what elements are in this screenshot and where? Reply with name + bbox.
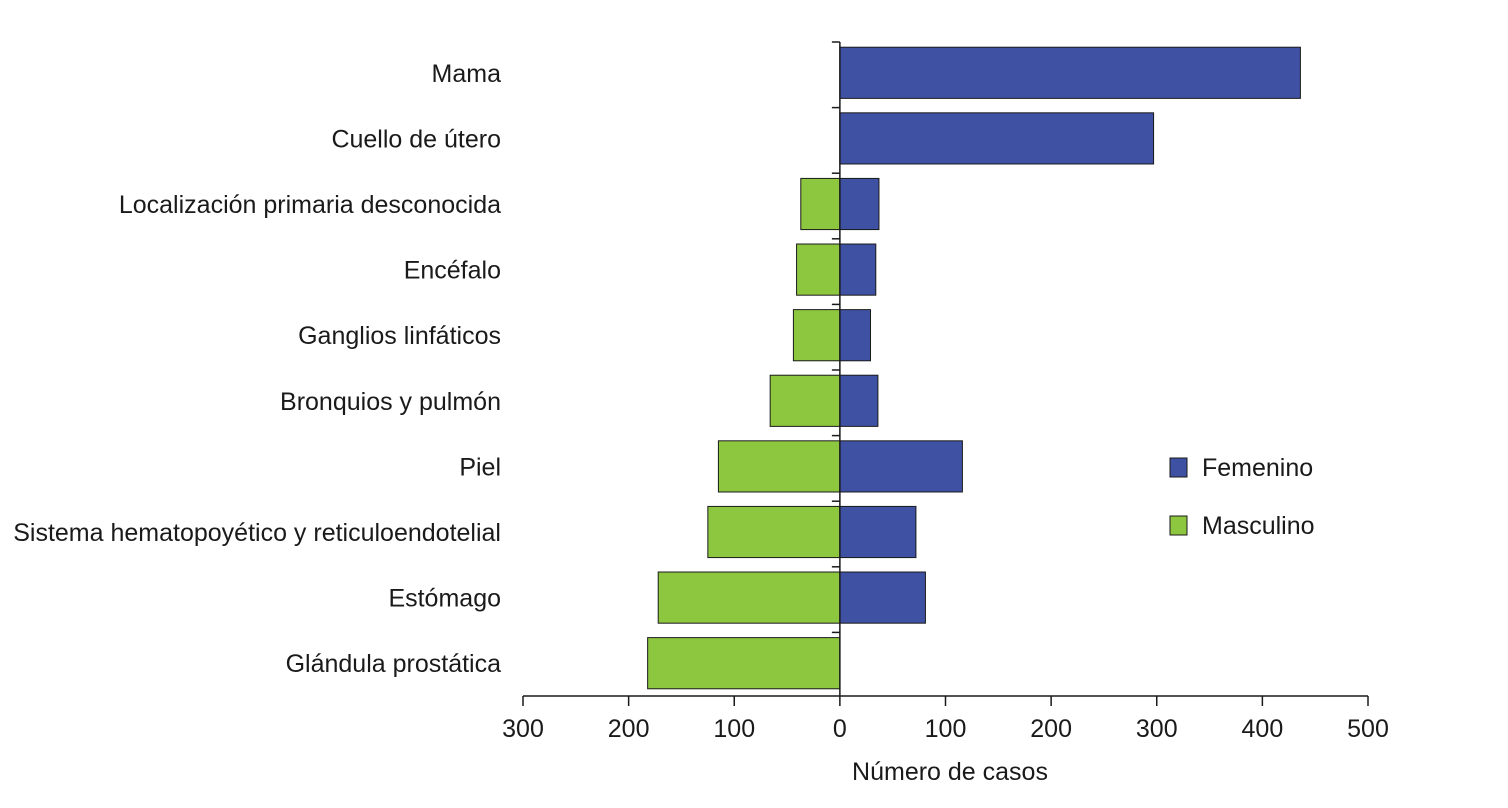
legend-swatch-masculino [1169,515,1188,536]
bar-masculino-4 [796,243,841,296]
x-tick-label: 300 [1136,715,1178,743]
axes: 300 200 100 0 100 200 300 400 500 [502,41,1389,743]
x-axis-title: Número de casos [852,758,1048,786]
category-label: Bronquios y pulmón [280,388,501,416]
bar-femenino-5 [839,309,872,362]
bar-femenino-7 [839,440,963,493]
legend-label-femenino: Femenino [1202,454,1313,482]
bar-masculino-10 [647,637,841,690]
bar-femenino-2 [839,112,1155,165]
x-tick-label: 400 [1242,715,1284,743]
category-label: Ganglios linfáticos [298,322,501,350]
category-label: Piel [459,453,501,481]
bar-masculino-8 [707,505,841,559]
legend-swatch-femenino [1169,457,1188,478]
bar-masculino-7 [717,440,841,493]
category-label: Mama [432,60,502,88]
category-label: Cuello de útero [331,125,501,153]
category-label: Glándula prostática [286,650,502,678]
legend-label-masculino: Masculino [1202,512,1315,540]
bar-masculino-5 [792,309,841,362]
bar-femenino-9 [839,571,926,624]
x-tick-label: 0 [833,715,847,743]
category-label: Estómago [388,585,501,613]
category-label: Localización primaria desconocida [119,191,501,219]
x-tick-label: 200 [1030,715,1072,743]
category-label: Encéfalo [404,257,501,285]
bar-femenino-1 [839,46,1301,99]
x-tick-label: 300 [502,715,544,743]
bar-femenino-8 [839,505,917,559]
x-tick-label: 100 [713,715,755,743]
legend: Femenino Masculino [1169,454,1315,540]
category-label: Sistema hematopoyético y reticuloendotel… [13,519,501,547]
x-tick-label: 500 [1347,715,1389,743]
bar-femenino-6 [839,374,879,427]
bar-masculino-9 [657,571,841,624]
bars-layer [647,46,1301,690]
category-labels: Mama Cuello de útero Localización primaria… [13,60,501,678]
bar-masculino-6 [769,374,841,427]
bar-femenino-3 [839,177,880,231]
x-tick-label: 100 [925,715,967,743]
bar-masculino-3 [800,177,841,231]
x-tick-label: 200 [608,715,650,743]
bar-femenino-4 [839,243,877,296]
